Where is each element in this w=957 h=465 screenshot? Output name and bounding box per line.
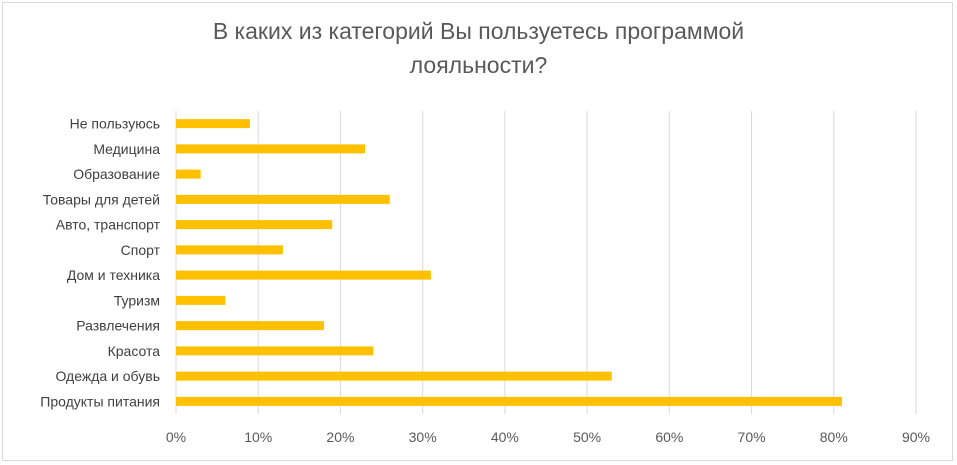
- x-tick-label: 20%: [326, 429, 354, 445]
- bar: [176, 270, 431, 280]
- category-label: Товары для детей: [43, 191, 160, 207]
- bar: [176, 295, 226, 305]
- category-label: Дом и техника: [67, 267, 160, 283]
- bar: [176, 396, 842, 406]
- bar: [176, 144, 366, 154]
- category-label: Развлечения: [76, 318, 160, 334]
- category-label: Продукты питания: [40, 393, 160, 409]
- category-label: Не пользуюсь: [70, 116, 160, 132]
- bar: [176, 371, 612, 381]
- bars: [176, 119, 842, 406]
- x-tick-label: 40%: [491, 429, 519, 445]
- category-label: Образование: [73, 166, 160, 182]
- x-tick-label: 0%: [166, 429, 186, 445]
- category-label: Авто, транспорт: [56, 217, 161, 233]
- gridlines: [175, 111, 917, 414]
- x-tick-label: 50%: [573, 429, 601, 445]
- x-tick-label: 70%: [738, 429, 766, 445]
- bar: [176, 169, 201, 179]
- x-tick-label: 60%: [655, 429, 683, 445]
- category-label: Одежда и обувь: [55, 368, 160, 384]
- x-tick-label: 90%: [902, 429, 930, 445]
- bar: [176, 194, 390, 204]
- bar: [176, 220, 333, 230]
- chart-title-line-2: лояльности?: [409, 52, 548, 78]
- chart-title-line-1: В каких из категорий Вы пользуетесь прог…: [212, 18, 745, 44]
- chart-title: В каких из категорий Вы пользуетесь прог…: [0, 14, 957, 82]
- category-label: Медицина: [93, 141, 160, 157]
- x-tick-label: 10%: [244, 429, 272, 445]
- x-tick-label: 30%: [409, 429, 437, 445]
- bar: [176, 119, 250, 129]
- bar: [176, 346, 374, 356]
- bar: [176, 245, 283, 255]
- category-label: Спорт: [121, 242, 161, 258]
- category-label: Туризм: [114, 292, 160, 308]
- category-labels: Не пользуюсь Медицина Образование Товары дл…: [40, 116, 160, 410]
- bar: [176, 321, 324, 331]
- x-tick-label: 80%: [820, 429, 848, 445]
- x-tick-labels: 0% 10% 20% 30% 40% 50% 60% 70% 80% 90%: [166, 429, 930, 445]
- category-label: Красота: [108, 343, 161, 359]
